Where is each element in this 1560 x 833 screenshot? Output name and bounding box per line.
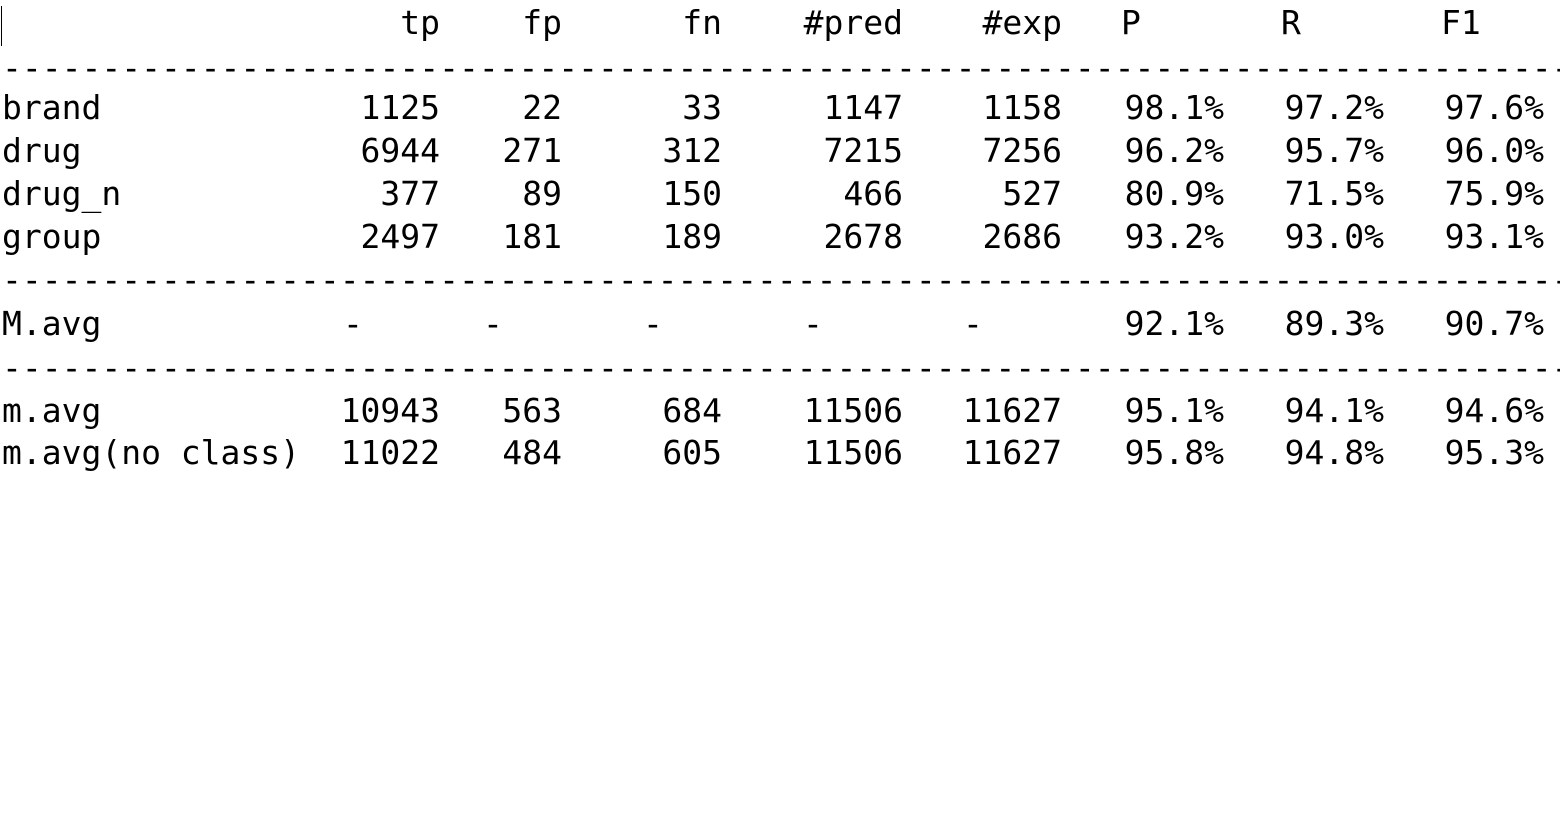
cell-precision: 95.1% (1124, 391, 1224, 430)
row-label: M.avg (2, 304, 102, 343)
micro-average-no-class-row: m.avg(no class) 11022 484 605 11506 1162… (0, 433, 1560, 473)
cell-recall: 71.5% (1284, 174, 1384, 213)
separator-line: ----------------------------------------… (2, 48, 1560, 87)
cell-fn: - (643, 304, 663, 343)
cell-precision: 93.2% (1124, 217, 1224, 256)
cell-tp: 6944 (360, 131, 440, 170)
row-label: drug_n (2, 174, 122, 213)
separator-line: ----------------------------------------… (2, 348, 1560, 387)
cell-tp: 2497 (360, 217, 440, 256)
header-f1: F1 (1441, 3, 1481, 42)
cell-fn: 684 (662, 391, 722, 430)
cell-pred: 11506 (803, 391, 903, 430)
header-recall: R (1281, 3, 1301, 42)
cell-precision: 80.9% (1124, 174, 1224, 213)
cell-precision: 92.1% (1124, 304, 1224, 343)
cell-fp: - (483, 304, 503, 343)
header-pred: #pred (803, 3, 903, 42)
row-label: m.avg (2, 391, 102, 430)
cell-fp: 563 (502, 391, 562, 430)
cell-tp: - (343, 304, 363, 343)
cell-exp: 11627 (962, 391, 1062, 430)
cell-fp: 89 (522, 174, 562, 213)
cell-fn: 150 (662, 174, 722, 213)
cell-tp: 10943 (340, 391, 440, 430)
cell-recall: 94.1% (1284, 391, 1384, 430)
cell-f1: 94.6% (1444, 391, 1544, 430)
cell-f1: 95.3% (1444, 433, 1544, 472)
cell-recall: 89.3% (1284, 304, 1384, 343)
cell-pred: 1147 (823, 88, 903, 127)
cell-pred: 466 (843, 174, 903, 213)
cell-precision: 96.2% (1124, 131, 1224, 170)
cell-f1: 75.9% (1444, 174, 1544, 213)
cell-tp: 377 (380, 174, 440, 213)
cell-recall: 95.7% (1284, 131, 1384, 170)
cell-precision: 95.8% (1124, 433, 1224, 472)
row-label: group (2, 217, 102, 256)
cell-pred: 7215 (823, 131, 903, 170)
cell-pred: 11506 (803, 433, 903, 472)
separator-line: ----------------------------------------… (2, 260, 1560, 299)
text-cursor (1, 6, 2, 46)
table-row: brand 1125 22 33 1147 1158 98.1% 97.2% 9… (0, 88, 1560, 128)
cell-fp: 271 (502, 131, 562, 170)
cell-fp: 484 (502, 433, 562, 472)
cell-recall: 97.2% (1284, 88, 1384, 127)
cell-fn: 312 (662, 131, 722, 170)
cell-pred: 2678 (823, 217, 903, 256)
cell-f1: 96.0% (1444, 131, 1544, 170)
cell-exp: - (963, 304, 983, 343)
micro-average-row: m.avg 10943 563 684 11506 11627 95.1% 94… (0, 391, 1560, 431)
table-row: drug 6944 271 312 7215 7256 96.2% 95.7% … (0, 131, 1560, 171)
header-row: tp fp fn #pred #exp P R F1 (0, 3, 1560, 43)
header-fp: fp (522, 3, 562, 42)
cell-pred: - (803, 304, 823, 343)
header-tp: tp (400, 3, 440, 42)
header-exp: #exp (982, 3, 1062, 42)
cell-fp: 22 (522, 88, 562, 127)
cell-tp: 1125 (360, 88, 440, 127)
cell-fn: 33 (682, 88, 722, 127)
cell-exp: 1158 (982, 88, 1062, 127)
cell-f1: 90.7% (1444, 304, 1544, 343)
cell-recall: 94.8% (1284, 433, 1384, 472)
row-label: m.avg(no class) (2, 433, 301, 472)
table-row: drug_n 377 89 150 466 527 80.9% 71.5% 75… (0, 174, 1560, 214)
cell-f1: 93.1% (1444, 217, 1544, 256)
cell-f1: 97.6% (1444, 88, 1544, 127)
row-label: drug (2, 131, 82, 170)
cell-fn: 605 (662, 433, 722, 472)
header-precision: P (1121, 3, 1141, 42)
cell-recall: 93.0% (1284, 217, 1384, 256)
table-row: group 2497 181 189 2678 2686 93.2% 93.0%… (0, 217, 1560, 257)
cell-tp: 11022 (340, 433, 440, 472)
macro-average-row: M.avg - - - - - 92.1% 89.3% 90.7% (0, 304, 1560, 344)
row-label: brand (2, 88, 102, 127)
cell-fp: 181 (502, 217, 562, 256)
cell-precision: 98.1% (1124, 88, 1224, 127)
cell-fn: 189 (662, 217, 722, 256)
header-fn: fn (682, 3, 722, 42)
cell-exp: 11627 (962, 433, 1062, 472)
cell-exp: 527 (1002, 174, 1062, 213)
cell-exp: 7256 (982, 131, 1062, 170)
cell-exp: 2686 (982, 217, 1062, 256)
